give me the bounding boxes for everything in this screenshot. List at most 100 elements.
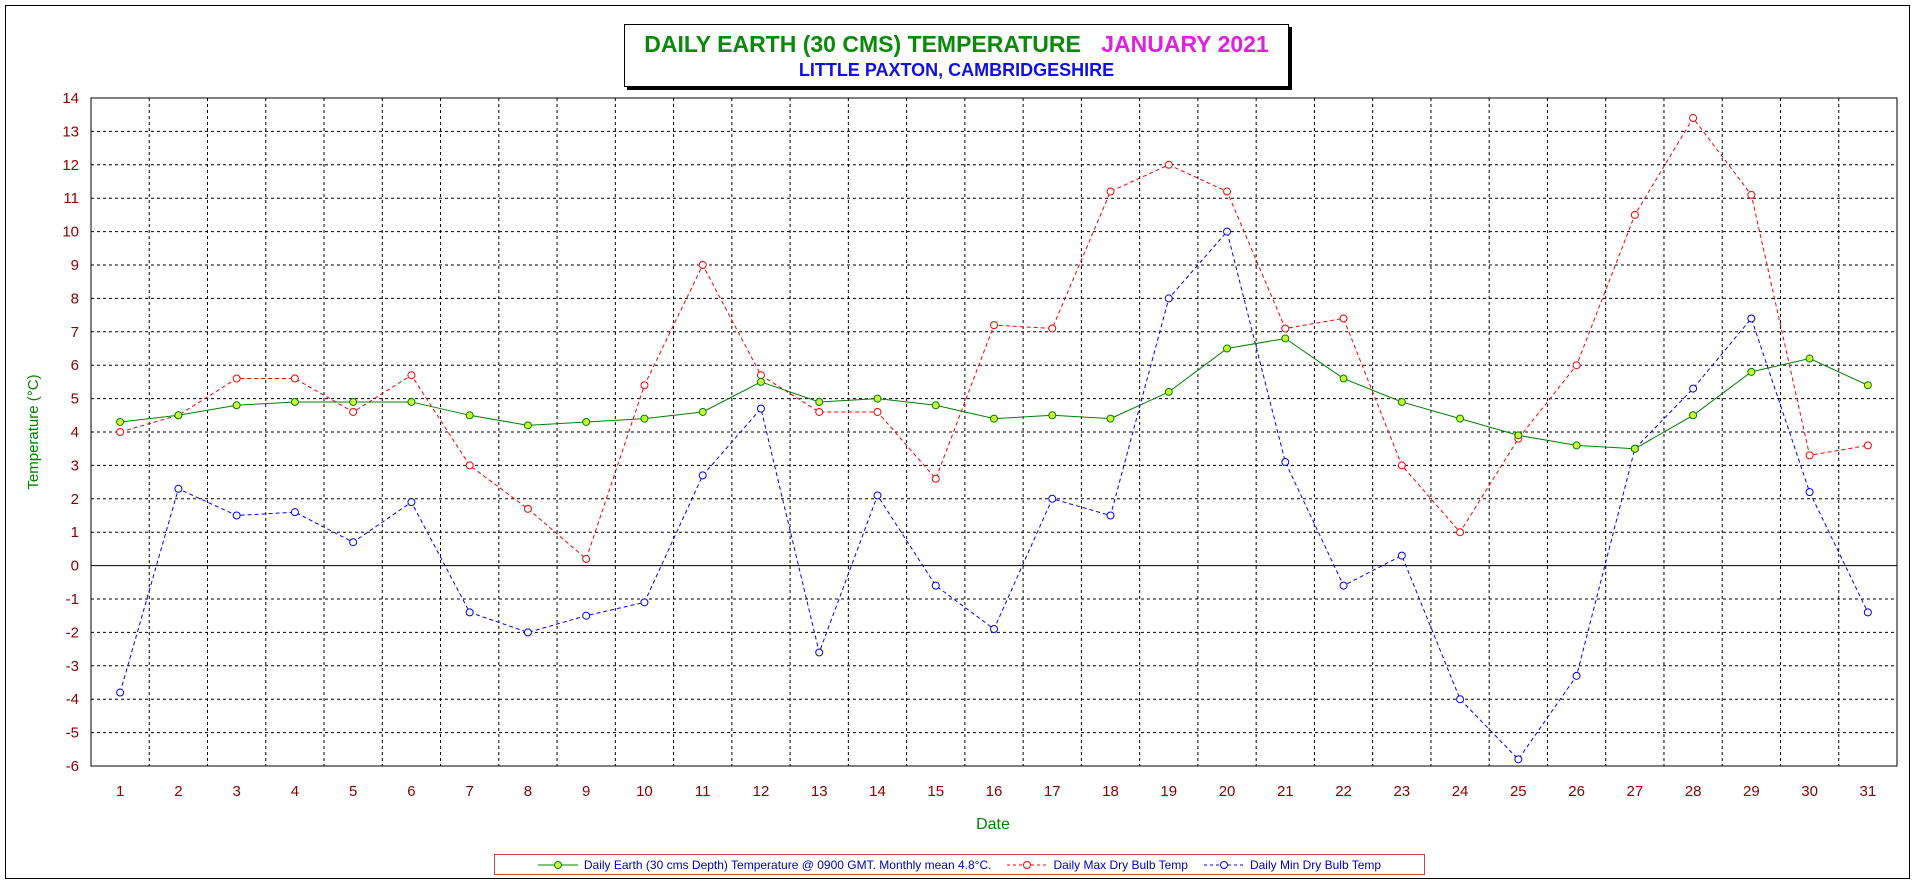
data-point [465, 411, 474, 420]
data-point [1863, 441, 1872, 450]
data-point [990, 321, 998, 330]
y-tick-label: 3 [71, 457, 79, 474]
data-point [1397, 397, 1406, 406]
data-point [465, 608, 474, 617]
chart-title: DAILY EARTH (30 CMS) TEMPERATURE [644, 31, 1081, 57]
data-point [1397, 551, 1406, 560]
y-tick-label: -1 [66, 591, 79, 608]
y-tick-label: -2 [66, 624, 79, 641]
data-point [407, 498, 416, 507]
data-point [640, 381, 649, 390]
data-point [1223, 227, 1232, 236]
x-tick-label: 10 [636, 783, 653, 800]
x-tick-label: 18 [1102, 783, 1119, 800]
data-point [1106, 414, 1115, 423]
y-tick-label: 2 [71, 491, 79, 508]
data-point [523, 628, 532, 637]
x-axis-title: Date [976, 816, 1010, 833]
x-tick-label: 24 [1452, 783, 1469, 800]
data-point [1514, 755, 1523, 764]
y-tick-label: -5 [66, 725, 79, 742]
series-0 [116, 334, 1872, 453]
x-tick-label: 13 [811, 783, 828, 800]
data-point [582, 554, 591, 563]
series-2 [116, 227, 1872, 764]
data-point [931, 581, 940, 590]
legend-item-earth: Daily Earth (30 cms Depth) Temperature @… [537, 857, 992, 872]
y-tick-label: 5 [71, 391, 79, 408]
data-point [1281, 458, 1290, 467]
data-point [756, 377, 765, 386]
data-point [116, 688, 125, 697]
data-point [582, 611, 591, 620]
data-point [873, 491, 882, 500]
data-point [1514, 431, 1523, 440]
data-point [349, 538, 358, 547]
data-point [1805, 451, 1814, 460]
x-tick-label: 27 [1626, 783, 1643, 800]
y-tick-label: 0 [71, 558, 79, 575]
x-tick-label: 19 [1160, 783, 1177, 800]
data-point [349, 407, 358, 416]
y-axis-title: Temperature (°C) [25, 374, 42, 489]
y-tick-label: 6 [71, 357, 79, 374]
legend-swatch-earth [537, 860, 578, 869]
data-point [523, 421, 532, 430]
data-point [1863, 608, 1872, 617]
data-point [1805, 488, 1814, 497]
y-tick-label: 13 [62, 123, 79, 140]
y-tick-label: -6 [66, 758, 79, 775]
y-tick-label: 10 [62, 224, 79, 241]
data-point [931, 401, 940, 410]
x-tick-label: 3 [232, 783, 240, 800]
y-tick-label: 8 [71, 290, 79, 307]
chart-subtitle: LITTLE PAXTON, CAMBRIDGESHIRE [798, 60, 1115, 80]
data-point [1339, 374, 1348, 383]
y-tick-label: -4 [66, 691, 79, 708]
data-point [1223, 344, 1232, 353]
data-point [116, 417, 125, 426]
y-tick-label: 14 [62, 90, 79, 107]
x-tick-label: 9 [582, 783, 590, 800]
series-1 [116, 114, 1872, 563]
x-tick-label: 29 [1743, 783, 1760, 800]
data-point [640, 414, 649, 423]
y-tick-label: 9 [71, 257, 79, 274]
data-point [1572, 441, 1581, 450]
data-point [290, 397, 299, 406]
x-tick-label: 22 [1335, 783, 1352, 800]
data-point [1223, 187, 1232, 196]
y-tick-label: 4 [71, 424, 79, 441]
data-point [582, 417, 591, 426]
x-tick-label: 23 [1393, 783, 1410, 800]
x-tick-label: 31 [1860, 783, 1877, 800]
x-tick-label: 20 [1219, 783, 1236, 800]
data-point [990, 625, 998, 634]
data-point [232, 511, 241, 520]
data-point [815, 648, 824, 657]
y-tick-label: 11 [63, 190, 79, 207]
data-point [1106, 187, 1115, 196]
x-tick-label: 6 [407, 783, 415, 800]
data-point [815, 407, 824, 416]
data-point [1397, 461, 1406, 470]
data-point [698, 261, 707, 269]
plot-border [90, 97, 1898, 767]
data-point [815, 397, 824, 406]
x-tick-label: 21 [1277, 783, 1294, 800]
x-tick-label: 2 [174, 783, 182, 800]
data-point [1106, 511, 1115, 520]
data-point [756, 371, 765, 380]
legend-swatch-max [1007, 860, 1048, 869]
data-point [349, 397, 358, 406]
data-point [1456, 414, 1465, 423]
data-point [1048, 411, 1057, 420]
grid-lines [90, 97, 1898, 767]
chart-frame [5, 5, 1910, 879]
x-tick-label: 25 [1510, 783, 1527, 800]
data-point [1339, 581, 1348, 590]
data-point [1863, 381, 1872, 390]
data-point [523, 504, 532, 513]
legend-label-earth: Daily Earth (30 cms Depth) Temperature @… [583, 857, 992, 872]
